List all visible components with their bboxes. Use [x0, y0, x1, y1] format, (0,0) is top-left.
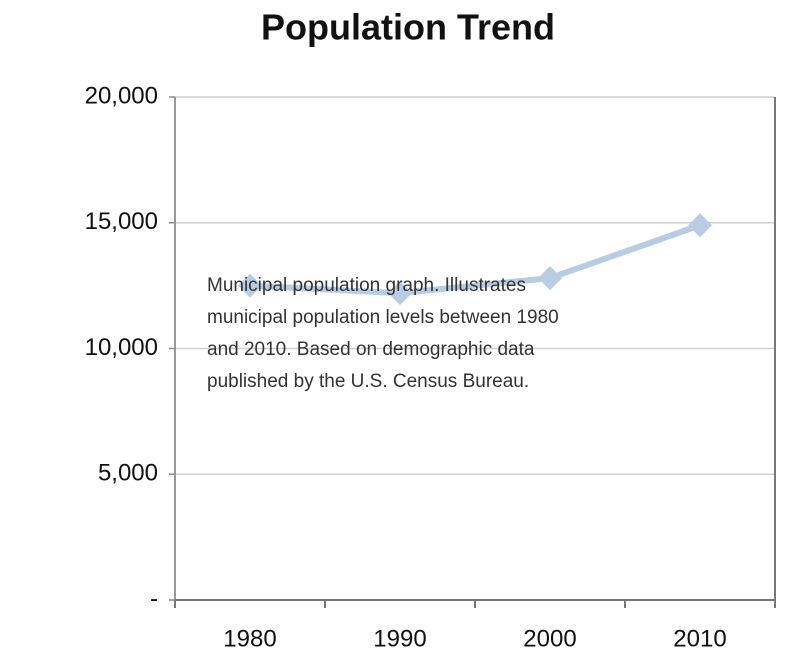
marker — [538, 266, 562, 291]
marker — [238, 273, 262, 298]
y-tick-label: 20,000 — [85, 82, 158, 109]
line — [249, 222, 701, 297]
x-tick-label: 1990 — [373, 625, 426, 652]
y-tick-label: 15,000 — [85, 208, 158, 235]
annotation: municipal population levels between 1980 — [207, 307, 559, 328]
annotation: Municipal population graph. Illustrates — [207, 275, 526, 296]
x-tick-label: 2000 — [523, 625, 576, 652]
annotation: and 2010. Based on demographic data — [207, 339, 535, 360]
marker — [688, 213, 712, 238]
y-tick-label: - — [150, 585, 158, 612]
marker — [388, 281, 412, 306]
y-tick-label: 5,000 — [98, 460, 158, 487]
annotation: published by the U.S. Census Bureau. — [207, 371, 529, 392]
chart-title: Population Trend — [261, 7, 555, 48]
x-tick-label: 1980 — [223, 625, 276, 652]
x-tick-label: 2010 — [673, 625, 726, 652]
y-tick-label: 10,000 — [85, 334, 158, 361]
